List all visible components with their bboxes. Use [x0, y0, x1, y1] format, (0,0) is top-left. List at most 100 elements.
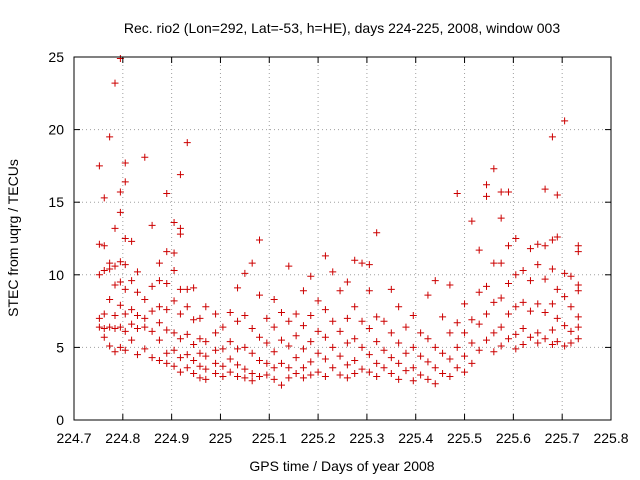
data-point — [526, 245, 534, 253]
data-point — [285, 364, 293, 372]
data-point — [504, 188, 512, 196]
plot-frame — [73, 56, 612, 421]
data-point — [116, 258, 124, 266]
data-point — [111, 79, 119, 87]
y-tick-labels: 0 5 10 15 20 25 — [48, 49, 64, 428]
data-point — [475, 288, 483, 296]
data-point — [395, 339, 403, 347]
data-point — [256, 236, 264, 244]
data-point — [163, 359, 171, 367]
x-tick-label: 225.3 — [349, 430, 384, 446]
data-point — [116, 188, 124, 196]
data-point — [148, 221, 156, 229]
y-axis-label: STEC from uqrg / TECUs — [5, 159, 21, 317]
data-point — [351, 256, 359, 264]
data-point — [292, 332, 300, 340]
data-point — [226, 309, 234, 317]
data-point — [351, 356, 359, 364]
data-point — [446, 372, 454, 380]
data-point — [314, 297, 322, 305]
data-point — [446, 281, 454, 289]
data-point — [95, 240, 103, 248]
data-point — [95, 314, 103, 322]
data-point — [106, 342, 114, 350]
data-point — [133, 288, 141, 296]
data-point — [148, 354, 156, 362]
data-point — [270, 348, 278, 356]
data-point — [148, 307, 156, 315]
data-point — [380, 346, 388, 354]
data-point — [106, 323, 114, 331]
data-point — [519, 266, 527, 274]
data-point — [121, 310, 129, 318]
data-point — [461, 368, 469, 376]
data-point — [497, 294, 505, 302]
data-point — [453, 319, 461, 327]
data-point — [183, 303, 191, 311]
data-point — [212, 310, 220, 318]
data-point — [219, 362, 227, 370]
data-point — [263, 339, 271, 347]
data-point — [358, 259, 366, 267]
data-point — [321, 333, 329, 341]
data-point — [190, 284, 198, 292]
data-point — [183, 351, 191, 359]
data-point — [461, 329, 469, 337]
data-point — [512, 330, 520, 338]
data-point — [446, 329, 454, 337]
x-tick-label: 224.9 — [154, 430, 189, 446]
data-point — [475, 246, 483, 254]
data-point — [417, 352, 425, 360]
data-point — [395, 375, 403, 383]
x-tick-label: 224.7 — [56, 430, 91, 446]
data-point — [336, 371, 344, 379]
data-point — [329, 364, 337, 372]
data-point — [468, 217, 476, 225]
data-point — [248, 325, 256, 333]
data-point — [329, 268, 337, 276]
data-point — [256, 372, 264, 380]
data-point — [106, 265, 114, 273]
data-point — [307, 338, 315, 346]
data-point — [141, 153, 149, 161]
data-point — [512, 235, 520, 242]
data-point — [170, 329, 178, 337]
data-point — [100, 325, 108, 333]
data-points — [95, 54, 582, 389]
data-point — [321, 355, 329, 363]
data-point — [534, 329, 542, 337]
data-point — [512, 303, 520, 311]
data-point — [574, 248, 582, 256]
data-point — [277, 381, 285, 389]
data-point — [439, 313, 447, 321]
data-point — [256, 291, 264, 299]
data-point — [574, 335, 582, 343]
data-point — [490, 329, 498, 337]
data-point — [183, 285, 191, 293]
data-point — [534, 240, 542, 248]
data-point — [141, 323, 149, 331]
data-point — [431, 364, 439, 372]
data-point — [299, 287, 307, 295]
data-point — [351, 335, 359, 343]
x-axis-label: GPS time / Days of year 2008 — [249, 458, 434, 474]
data-point — [277, 309, 285, 317]
data-point — [567, 327, 575, 335]
data-point — [553, 314, 561, 322]
data-point — [202, 352, 210, 360]
data-point — [196, 349, 204, 357]
data-point — [343, 314, 351, 322]
data-point — [212, 346, 220, 354]
data-point — [431, 277, 439, 285]
data-point — [256, 356, 264, 364]
data-point — [176, 230, 184, 238]
data-point — [314, 327, 322, 335]
data-point — [190, 370, 198, 378]
data-point — [321, 306, 329, 314]
data-point — [395, 303, 403, 311]
data-point — [133, 351, 141, 359]
data-point — [512, 271, 520, 279]
data-point — [226, 355, 234, 363]
data-point — [111, 262, 119, 270]
data-point — [548, 300, 556, 308]
